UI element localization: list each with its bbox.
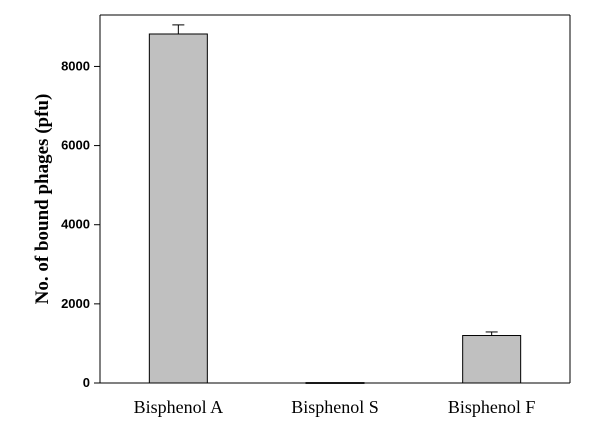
x-axis-category-labels: Bisphenol A Bisphenol S Bisphenol F: [134, 397, 536, 417]
x-category-label: Bisphenol S: [291, 397, 379, 417]
bar-bisphenol-a: [148, 33, 208, 384]
x-category-label: Bisphenol F: [448, 397, 536, 417]
y-tick-label: 4000: [61, 217, 90, 232]
bar-bisphenol-s: [305, 382, 365, 384]
bar-bisphenol-f: [462, 335, 522, 384]
y-axis-ticks: 0 2000 4000 6000 8000: [61, 58, 100, 390]
bars: [148, 24, 522, 384]
y-tick-label: 6000: [61, 138, 90, 153]
y-tick-label: 0: [83, 375, 90, 390]
y-tick-label: 2000: [61, 296, 90, 311]
y-tick-label: 8000: [61, 58, 90, 73]
x-category-label: Bisphenol A: [134, 397, 224, 417]
y-axis-title: No. of bound phages (pfu): [32, 94, 53, 305]
